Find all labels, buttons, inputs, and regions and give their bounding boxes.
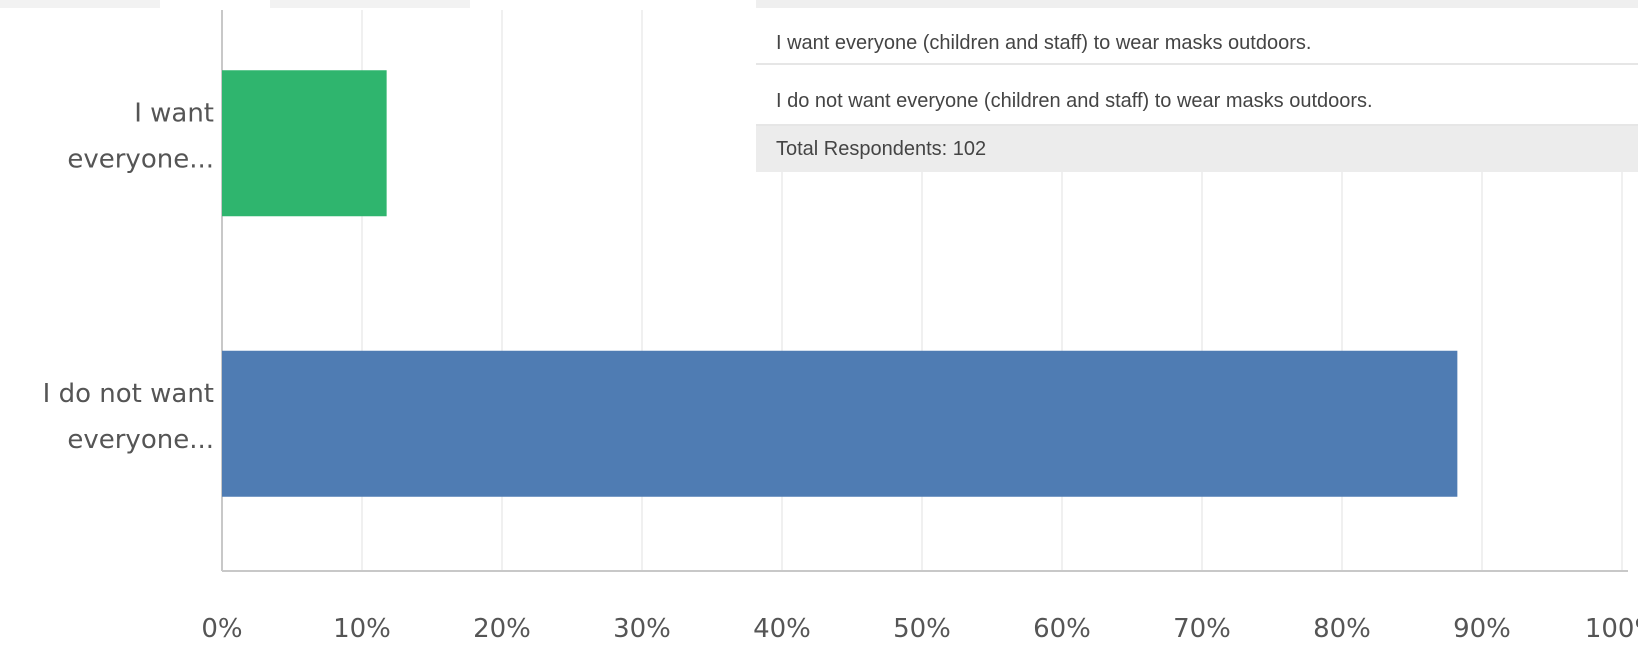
answer-row-1: I want everyone (children and staff) to … [776,32,1311,54]
x-tick-labels: 0% 10% 20% 30% 40% 50% 60% 70% 80% 90% 100% [201,614,1638,644]
x-tick-label: 40% [753,614,811,644]
x-tick-label: 0% [201,614,242,644]
bars [222,70,1458,497]
category-label-line: everyone... [67,144,214,174]
category-label-line: I want [134,98,214,128]
top-strip-left [0,0,160,8]
x-tick-label: 70% [1173,614,1231,644]
total-respondents: Total Respondents: 102 [776,138,986,160]
answer-table: I want everyone (children and staff) to … [756,0,1638,172]
bar [222,70,387,217]
answer-table-header-strip [756,0,1638,8]
x-tick-label: 90% [1453,614,1511,644]
x-tick-label: 60% [1033,614,1091,644]
category-label: I want everyone... [67,98,214,174]
bar [222,350,1458,497]
answer-table-total-row [756,126,1638,172]
category-label-line: everyone... [67,425,214,455]
top-strip-middle [270,0,470,8]
x-tick-label: 50% [893,614,951,644]
x-tick-label: 100% [1585,614,1638,644]
category-label-line: I do not want [43,379,214,409]
category-labels: I want everyone... I do not want everyone..… [43,98,214,455]
category-label: I do not want everyone... [43,379,214,455]
x-tick-label: 20% [473,614,531,644]
x-tick-label: 10% [333,614,391,644]
answer-row-2: I do not want everyone (children and sta… [776,90,1373,112]
top-strips [0,0,470,8]
x-tick-label: 30% [613,614,671,644]
x-tick-label: 80% [1313,614,1371,644]
